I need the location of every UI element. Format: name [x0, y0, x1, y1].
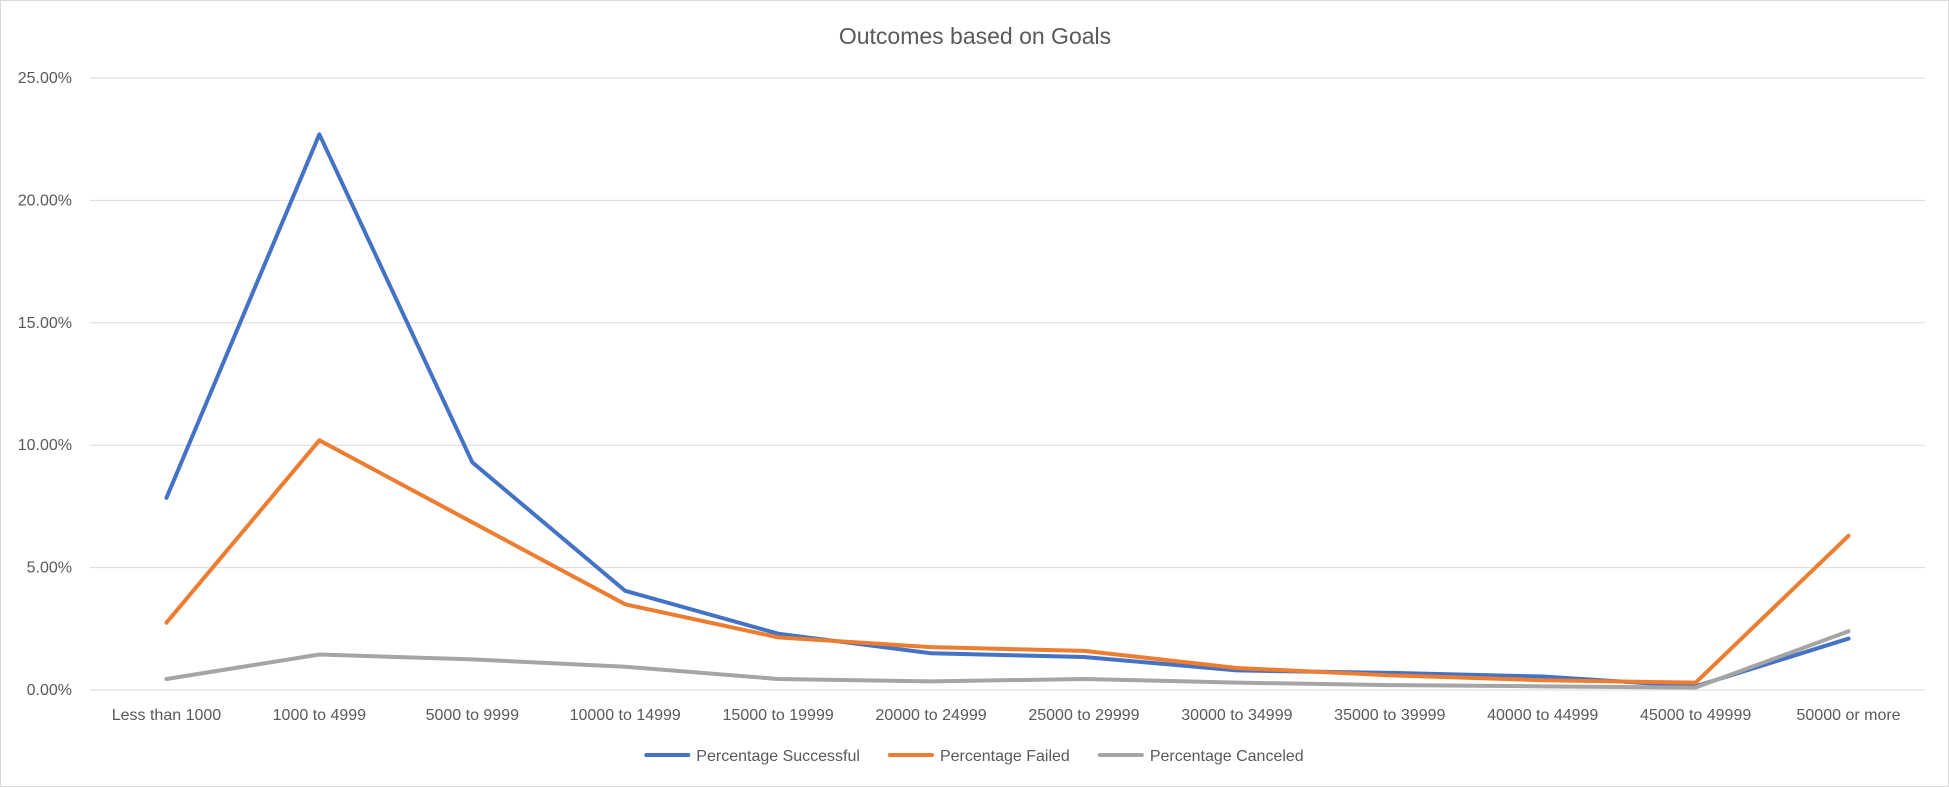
x-tick-label: 5000 to 9999	[426, 707, 520, 724]
series-lines	[164, 132, 1851, 690]
legend-label: Percentage Failed	[940, 748, 1070, 765]
y-tick-label: 10.00%	[18, 437, 72, 454]
y-tick-label: 15.00%	[18, 315, 72, 332]
x-tick-label: 50000 or more	[1797, 707, 1901, 724]
x-tick-label: 10000 to 14999	[570, 707, 681, 724]
legend: Percentage Successful Percentage Failed Pe…	[644, 748, 1304, 765]
series-line	[164, 132, 1851, 689]
x-axis-ticks: Less than 1000 1000 to 4999 5000 to 9999 10…	[112, 707, 1901, 724]
x-tick-label: Less than 1000	[112, 707, 222, 724]
x-tick-label: 20000 to 24999	[875, 707, 986, 724]
x-tick-label: 1000 to 4999	[273, 707, 367, 724]
x-tick-label: 15000 to 19999	[723, 707, 834, 724]
legend-label: Percentage Successful	[696, 748, 860, 765]
x-tick-label: 30000 to 34999	[1181, 707, 1292, 724]
legend-label: Percentage Canceled	[1150, 748, 1304, 765]
gridlines	[90, 77, 1925, 691]
y-axis-ticks: 0.00% 5.00% 10.00% 15.00% 20.00% 25.00%	[18, 70, 72, 699]
series-line	[164, 438, 1851, 685]
chart-title: Outcomes based on Goals	[839, 23, 1111, 49]
y-tick-label: 20.00%	[18, 192, 72, 209]
series-line	[164, 629, 1851, 690]
x-tick-label: 40000 to 44999	[1487, 707, 1598, 724]
y-tick-label: 0.00%	[27, 682, 72, 699]
x-tick-label: 25000 to 29999	[1028, 707, 1139, 724]
x-tick-label: 45000 to 49999	[1640, 707, 1751, 724]
x-tick-label: 35000 to 39999	[1334, 707, 1445, 724]
y-tick-label: 5.00%	[27, 560, 72, 577]
y-tick-label: 25.00%	[18, 70, 72, 87]
